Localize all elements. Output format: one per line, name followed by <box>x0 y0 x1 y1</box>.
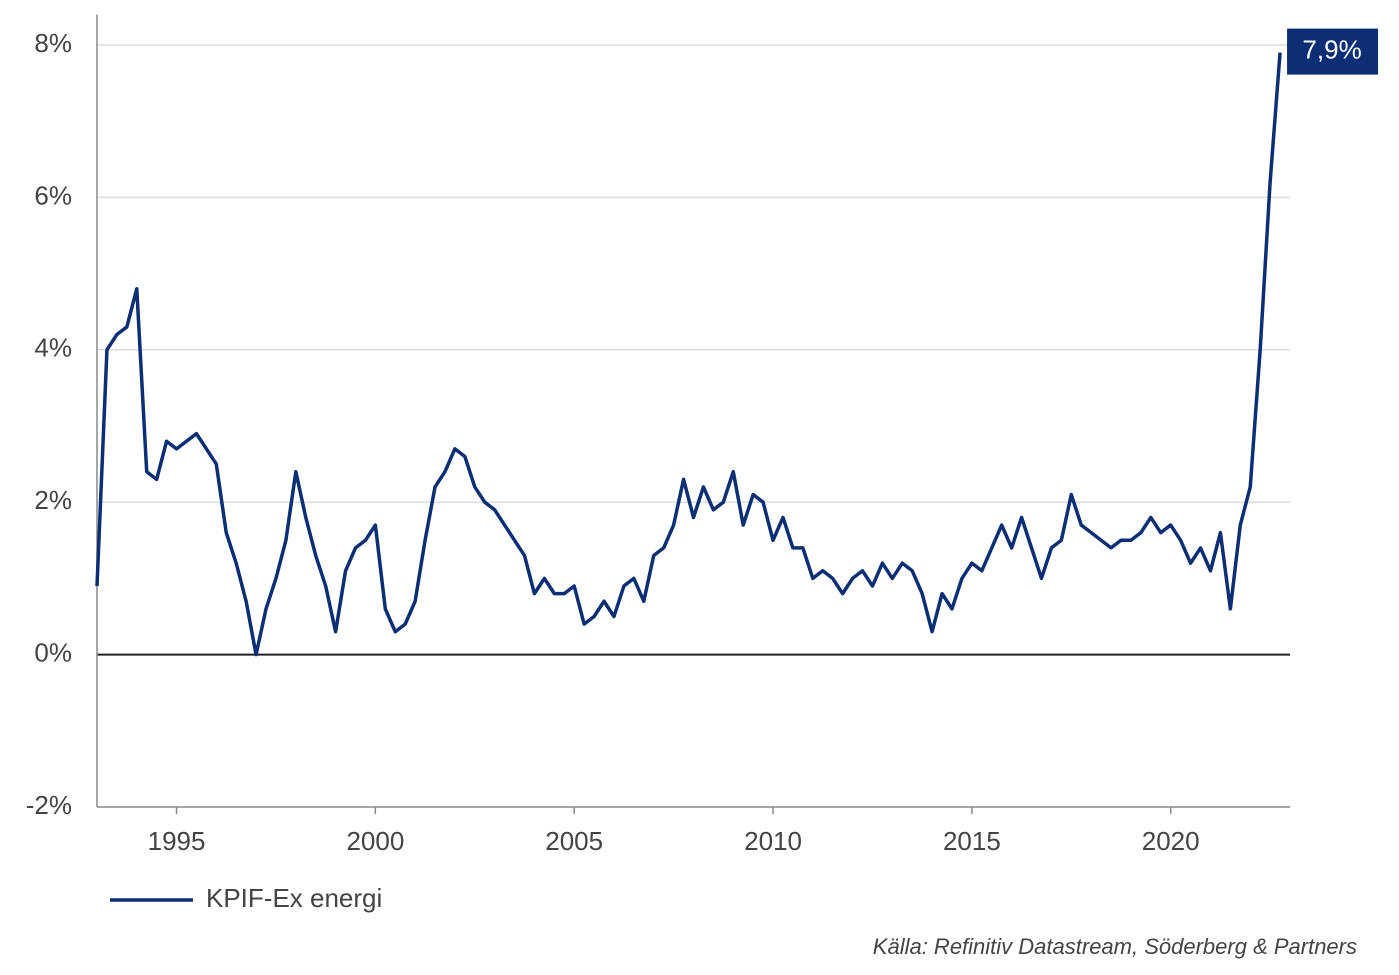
y-tick-label: -2% <box>26 790 72 820</box>
x-tick-label: 2015 <box>943 826 1001 856</box>
x-tick-label: 2000 <box>346 826 404 856</box>
y-tick-label: 0% <box>34 637 72 667</box>
y-tick-label: 6% <box>34 180 72 210</box>
y-tick-label: 4% <box>34 333 72 363</box>
value-label: 7,9% <box>1302 34 1361 64</box>
series-line <box>95 52 1282 657</box>
x-tick-label: 2020 <box>1142 826 1200 856</box>
source-note: Källa: Refinitiv Datastream, Söderberg &… <box>873 934 1357 959</box>
value-label-box <box>1287 28 1379 75</box>
y-tick-label: 8% <box>34 28 72 58</box>
x-tick-label: 1995 <box>148 826 206 856</box>
y-tick-label: 2% <box>34 485 72 515</box>
x-tick-label: 2005 <box>545 826 603 856</box>
x-tick-label: 2010 <box>744 826 802 856</box>
legend-label: KPIF-Ex energi <box>206 883 382 913</box>
